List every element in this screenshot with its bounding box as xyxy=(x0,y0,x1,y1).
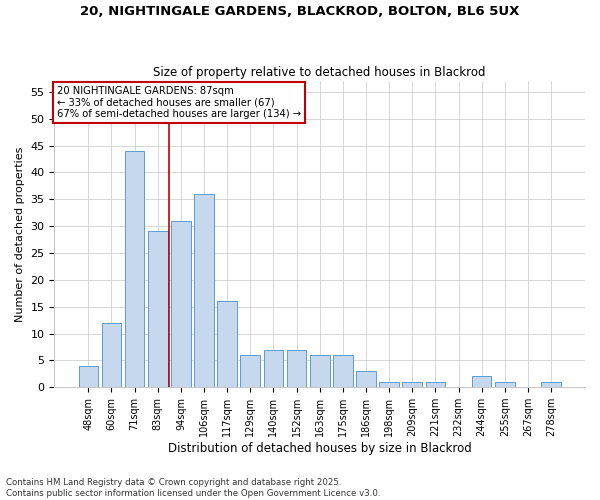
Bar xyxy=(287,350,307,387)
X-axis label: Distribution of detached houses by size in Blackrod: Distribution of detached houses by size … xyxy=(168,442,472,455)
Bar xyxy=(148,232,167,387)
Bar xyxy=(403,382,422,387)
Bar xyxy=(171,220,191,387)
Bar xyxy=(379,382,399,387)
Y-axis label: Number of detached properties: Number of detached properties xyxy=(15,146,25,322)
Text: 20, NIGHTINGALE GARDENS, BLACKROD, BOLTON, BL6 5UX: 20, NIGHTINGALE GARDENS, BLACKROD, BOLTO… xyxy=(80,5,520,18)
Title: Size of property relative to detached houses in Blackrod: Size of property relative to detached ho… xyxy=(154,66,486,78)
Bar xyxy=(263,350,283,387)
Bar xyxy=(425,382,445,387)
Bar xyxy=(495,382,515,387)
Bar xyxy=(79,366,98,387)
Bar xyxy=(541,382,561,387)
Bar xyxy=(472,376,491,387)
Text: Contains HM Land Registry data © Crown copyright and database right 2025.
Contai: Contains HM Land Registry data © Crown c… xyxy=(6,478,380,498)
Bar xyxy=(125,151,145,387)
Bar xyxy=(241,355,260,387)
Bar xyxy=(217,302,237,387)
Bar xyxy=(356,371,376,387)
Text: 20 NIGHTINGALE GARDENS: 87sqm
← 33% of detached houses are smaller (67)
67% of s: 20 NIGHTINGALE GARDENS: 87sqm ← 33% of d… xyxy=(57,86,301,119)
Bar xyxy=(194,194,214,387)
Bar xyxy=(333,355,353,387)
Bar xyxy=(310,355,329,387)
Bar xyxy=(101,323,121,387)
